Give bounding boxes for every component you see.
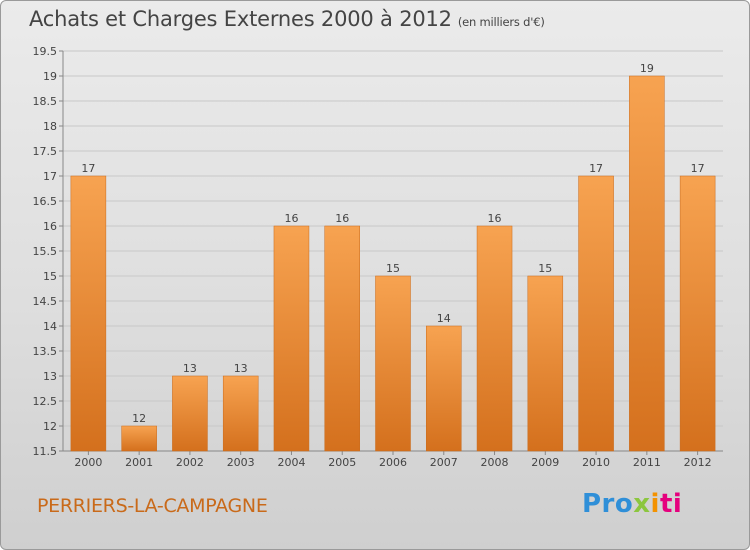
data-label: 16 xyxy=(284,212,298,225)
bar xyxy=(426,325,462,452)
bar xyxy=(375,275,411,452)
chart-subtitle: (en milliers d'€) xyxy=(457,15,545,29)
data-label: 19 xyxy=(640,62,654,75)
x-tick-label: 2006 xyxy=(379,456,407,469)
y-tick-label: 17.5 xyxy=(33,145,58,158)
data-label: 17 xyxy=(691,162,705,175)
y-tick-label: 17 xyxy=(43,170,57,183)
data-label: 16 xyxy=(488,212,502,225)
bars xyxy=(70,75,716,452)
x-tick-labels: 2000 2001 2002 2003 2004 2005 2006 2007 2008 2009… xyxy=(74,456,711,469)
x-tick-label: 2010 xyxy=(582,456,610,469)
y-tick-label: 19 xyxy=(43,70,57,83)
x-tick-label: 2011 xyxy=(633,456,661,469)
y-tick-labels: 11.5 12 12.5 13 13.5 14 14.5 15 15.5 16 16.5 17 17.5… xyxy=(33,45,58,458)
bar xyxy=(476,225,513,452)
bar xyxy=(679,175,716,452)
data-label: 17 xyxy=(81,162,95,175)
y-tick-label: 19.5 xyxy=(33,45,58,58)
y-tick-label: 12 xyxy=(43,420,57,433)
data-label: 15 xyxy=(386,262,400,275)
y-tick-label: 16 xyxy=(43,220,57,233)
x-tick-label: 2000 xyxy=(74,456,102,469)
x-tick-label: 2004 xyxy=(277,456,305,469)
logo-part: x xyxy=(633,489,651,519)
logo-part: ti xyxy=(659,489,683,519)
bar xyxy=(629,75,665,452)
logo-part: i xyxy=(650,489,660,519)
x-tick-label: 2001 xyxy=(125,456,153,469)
y-tick-label: 15.5 xyxy=(33,245,58,258)
bar xyxy=(172,375,208,452)
y-tick-label: 13.5 xyxy=(33,345,58,358)
y-tick-label: 18 xyxy=(43,120,57,133)
chart-title: Achats et Charges Externes 2000 à 2012 (e… xyxy=(29,7,545,31)
bar xyxy=(121,425,157,452)
data-label: 14 xyxy=(437,312,451,325)
x-tick-label: 2007 xyxy=(430,456,458,469)
bar xyxy=(527,275,564,452)
y-tick-label: 14 xyxy=(43,320,57,333)
x-tick-label: 2002 xyxy=(176,456,204,469)
commune-name: PERRIERS-LA-CAMPAGNE xyxy=(37,495,268,517)
x-tick-label: 2008 xyxy=(481,456,509,469)
data-label: 12 xyxy=(132,412,146,425)
bar xyxy=(324,225,360,452)
y-tick-label: 13 xyxy=(43,370,57,383)
title-text: Achats et Charges Externes 2000 à 2012 xyxy=(29,7,452,31)
y-tick-label: 16.5 xyxy=(33,195,58,208)
data-label: 15 xyxy=(538,262,552,275)
bar xyxy=(222,375,259,452)
y-tick-label: 18.5 xyxy=(33,95,58,108)
x-tick-label: 2003 xyxy=(227,456,255,469)
x-tick-label: 2012 xyxy=(684,456,712,469)
data-labels: 17 12 13 13 16 16 15 14 16 15 17 19 17 xyxy=(81,62,704,425)
data-label: 13 xyxy=(183,362,197,375)
bar xyxy=(578,175,614,452)
bar xyxy=(70,175,107,452)
x-tick-label: 2009 xyxy=(531,456,559,469)
bar xyxy=(273,225,310,452)
proxiti-logo: Proxiti xyxy=(582,489,682,519)
x-tick-label: 2005 xyxy=(328,456,356,469)
data-label: 13 xyxy=(234,362,248,375)
logo-part: Pro xyxy=(582,489,634,519)
data-label: 16 xyxy=(335,212,349,225)
y-tick-label: 12.5 xyxy=(33,395,58,408)
y-tick-label: 15 xyxy=(43,270,57,283)
y-tick-label: 14.5 xyxy=(33,295,58,308)
data-label: 17 xyxy=(589,162,603,175)
y-tick-label: 11.5 xyxy=(33,445,58,458)
